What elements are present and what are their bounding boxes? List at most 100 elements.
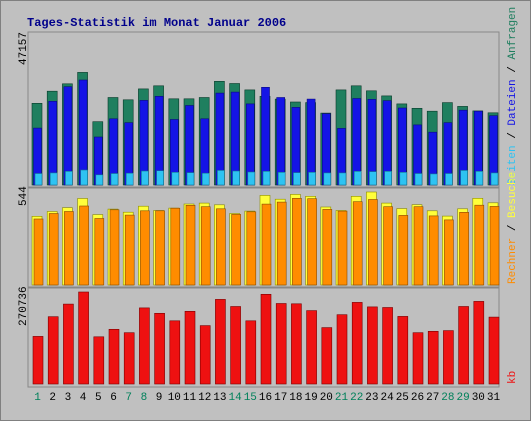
bar-seiten-day-8: [141, 170, 149, 186]
bar-rechner-day-7: [124, 214, 135, 286]
x-label-day-9: 9: [156, 392, 163, 404]
bar-kb-day-2: [47, 316, 59, 385]
bar-seiten-day-9: [156, 170, 164, 186]
bar-seiten-day-30: [475, 171, 484, 186]
bar-rechner-day-4: [79, 205, 89, 286]
x-label-day-22: 22: [350, 392, 363, 404]
chart-title: Tages-Statistik im Monat Januar 2006: [27, 16, 286, 30]
x-label-day-15: 15: [244, 392, 257, 404]
bar-kb-day-20: [321, 327, 333, 385]
bar-rechner-day-28: [444, 219, 454, 286]
bar-dateien-day-3: [63, 86, 73, 186]
legend-requests: Seiten / Dateien / Anfragen: [507, 7, 519, 185]
bar-rechner-day-26: [413, 206, 424, 286]
x-label-day-16: 16: [259, 392, 272, 404]
bar-kb-day-8: [139, 307, 150, 385]
bar-rechner-day-17: [276, 201, 287, 286]
bar-seiten-day-4: [80, 169, 88, 186]
bar-kb-day-12: [199, 325, 211, 385]
bar-kb-day-17: [275, 303, 287, 385]
bar-seiten-day-20: [323, 172, 332, 186]
bar-kb-day-7: [123, 332, 135, 385]
x-label-day-21: 21: [335, 392, 349, 404]
legend-rechner: Rechner: [507, 238, 519, 284]
bar-rechner-day-8: [140, 210, 150, 286]
legend-sep-1: /: [507, 126, 519, 146]
x-label-day-6: 6: [110, 392, 117, 404]
bar-kb-day-31: [488, 316, 500, 385]
bar-seiten-day-23: [369, 171, 377, 186]
bar-rechner-day-1: [33, 218, 44, 286]
bar-seiten-day-31: [490, 172, 499, 186]
bar-rechner-day-12: [200, 206, 211, 286]
bar-kb-day-27: [427, 330, 439, 385]
x-label-day-19: 19: [304, 392, 317, 404]
bar-rechner-day-25: [398, 215, 409, 286]
bar-rechner-day-10: [170, 207, 181, 286]
bar-kb-day-29: [458, 306, 469, 385]
bar-rechner-day-24: [383, 206, 393, 286]
x-label-day-27: 27: [426, 392, 439, 404]
x-label-day-25: 25: [396, 392, 409, 404]
x-label-day-2: 2: [49, 392, 56, 404]
bar-seiten-day-10: [171, 172, 180, 186]
bar-seiten-day-27: [429, 173, 438, 186]
legend-sep-2: /: [507, 60, 519, 80]
bar-seiten-day-17: [277, 172, 286, 186]
x-label-day-28: 28: [441, 392, 454, 404]
legend-besuche: Besuche: [507, 172, 519, 218]
bar-seiten-day-7: [125, 172, 134, 186]
bar-seiten-day-28: [445, 173, 453, 186]
x-label-day-3: 3: [65, 392, 72, 404]
x-label-day-4: 4: [80, 392, 87, 404]
bar-kb-day-23: [367, 306, 378, 385]
bar-kb-day-28: [443, 330, 454, 385]
bar-kb-day-30: [473, 301, 485, 385]
bar-kb-day-10: [169, 320, 181, 385]
y-max-label-kb: 270736: [18, 286, 30, 326]
bar-dateien-day-16: [261, 87, 270, 186]
bar-rechner-day-29: [459, 212, 469, 286]
bar-seiten-day-18: [293, 172, 301, 186]
bar-kb-day-26: [412, 332, 424, 385]
bar-rechner-day-3: [64, 211, 74, 286]
bar-seiten-day-16: [262, 171, 271, 186]
bar-rechner-day-20: [322, 209, 333, 286]
bar-seiten-day-14: [232, 170, 240, 186]
legend-seiten: Seiten: [507, 145, 519, 185]
bar-rechner-day-23: [368, 199, 378, 286]
bar-rechner-day-5: [94, 218, 105, 286]
bar-kb-day-25: [397, 316, 409, 385]
bar-seiten-day-5: [95, 174, 104, 186]
bar-rechner-day-14: [231, 214, 241, 286]
bar-kb-day-16: [260, 293, 272, 385]
bar-rechner-day-13: [216, 208, 226, 286]
legend-dateien: Dateien: [507, 79, 519, 125]
bar-rechner-day-9: [155, 210, 165, 286]
bar-kb-day-11: [184, 310, 196, 385]
bar-seiten-day-12: [201, 172, 210, 186]
bar-seiten-day-21: [338, 172, 347, 186]
x-label-day-11: 11: [183, 392, 197, 404]
legend-anfragen: Anfragen: [507, 7, 519, 60]
bar-seiten-day-13: [217, 170, 225, 186]
bar-rechner-day-6: [109, 209, 120, 286]
bar-rechner-day-30: [474, 204, 485, 286]
bar-kb-day-9: [154, 312, 165, 385]
bar-kb-day-15: [245, 320, 257, 385]
x-axis-labels: 1 2 3 4 5 6 7 8 9 10 11 12 13 14 15 16 17 18 19 20 21 22 23 24 2…: [34, 392, 500, 404]
x-label-day-20: 20: [320, 392, 333, 404]
bar-seiten-day-6: [110, 173, 119, 186]
x-label-day-18: 18: [289, 392, 302, 404]
bar-rechner-day-18: [292, 198, 302, 286]
bar-rechner-day-27: [428, 215, 439, 286]
bar-kb-day-4: [78, 291, 89, 385]
bar-kb-day-19: [306, 310, 317, 385]
x-label-day-12: 12: [198, 392, 211, 404]
x-label-day-7: 7: [125, 392, 132, 404]
bar-kb-day-24: [382, 307, 393, 385]
bar-rechner-day-16: [261, 203, 272, 286]
bar-rechner-day-19: [307, 198, 317, 286]
